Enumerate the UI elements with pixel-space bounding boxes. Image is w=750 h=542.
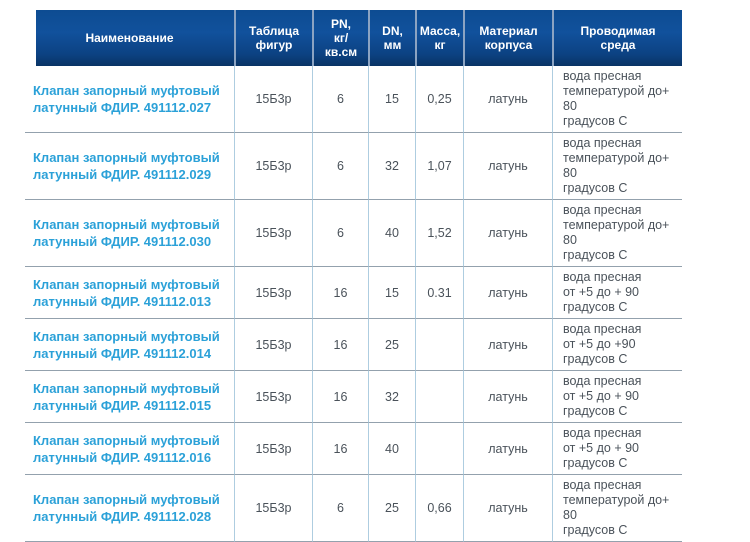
product-link[interactable]: Клапан запорный муфтовый латунный ФДИР. … [33,380,220,413]
cell-name: Клапан запорный муфтовый латунный ФДИР. … [25,423,234,475]
cell-name: Клапан запорный муфтовый латунный ФДИР. … [25,267,234,319]
col-header-media: Проводимая среда [552,10,682,66]
cell-media: вода пресная от +5 до + 90 градусов С [552,267,682,319]
cell-body-material: латунь [463,319,552,371]
cell-figure-table: 15Б3р [234,267,312,319]
cell-mass: 0,66 [415,475,463,542]
product-link[interactable]: Клапан запорный муфтовый латунный ФДИР. … [33,492,220,524]
cell-pn: 16 [312,267,368,319]
col-header-body-material: Материал корпуса [463,10,552,66]
cell-mass: 1,52 [415,200,463,267]
cell-name: Клапан запорный муфтовый латунный ФДИР. … [25,319,234,371]
cell-figure-table: 15Б3р [234,319,312,371]
product-link[interactable]: Клапан запорный муфтовый латунный ФДИР. … [33,276,220,309]
cell-mass: 0,25 [415,66,463,133]
product-link[interactable]: Клапан запорный муфтовый латунный ФДИР. … [33,217,220,249]
cell-dn: 32 [368,133,415,200]
cell-mass: 0.31 [415,267,463,319]
products-table: Наименование Таблица фигур PN, кг/ кв.см… [25,10,682,542]
cell-media: вода пресная температурой до+ 80 градусо… [552,200,682,267]
col-header-figure-table: Таблица фигур [234,10,312,66]
cell-body-material: латунь [463,267,552,319]
cell-name: Клапан запорный муфтовый латунный ФДИР. … [25,475,234,542]
cell-name: Клапан запорный муфтовый латунный ФДИР. … [25,371,234,423]
cell-pn: 6 [312,133,368,200]
cell-pn: 6 [312,200,368,267]
cell-dn: 15 [368,267,415,319]
product-link[interactable]: Клапан запорный муфтовый латунный ФДИР. … [33,83,220,115]
cell-figure-table: 15Б3р [234,133,312,200]
cell-pn: 16 [312,371,368,423]
table-header: Наименование Таблица фигур PN, кг/ кв.см… [25,10,682,66]
table-row: Клапан запорный муфтовый латунный ФДИР. … [25,371,682,423]
table-row: Клапан запорный муфтовый латунный ФДИР. … [25,267,682,319]
table-row: Клапан запорный муфтовый латунный ФДИР. … [25,319,682,371]
cell-body-material: латунь [463,423,552,475]
table-row: Клапан запорный муфтовый латунный ФДИР. … [25,200,682,267]
cell-dn: 25 [368,475,415,542]
cell-mass: 1,07 [415,133,463,200]
cell-figure-table: 15Б3р [234,200,312,267]
cell-body-material: латунь [463,371,552,423]
col-header-mass: Масса, кг [415,10,463,66]
product-link[interactable]: Клапан запорный муфтовый латунный ФДИР. … [33,432,220,465]
table-row: Клапан запорный муфтовый латунный ФДИР. … [25,475,682,542]
cell-name: Клапан запорный муфтовый латунный ФДИР. … [25,133,234,200]
cell-media: вода пресная температурой до+ 80 градусо… [552,475,682,542]
cell-body-material: латунь [463,66,552,133]
col-header-name: Наименование [85,31,174,45]
cell-figure-table: 15Б3р [234,475,312,542]
cell-mass [415,371,463,423]
cell-mass [415,319,463,371]
table-header-background [36,10,682,66]
cell-figure-table: 15Б3р [234,371,312,423]
cell-dn: 40 [368,423,415,475]
table-row: Клапан запорный муфтовый латунный ФДИР. … [25,423,682,475]
cell-pn: 16 [312,423,368,475]
cell-media: вода пресная температурой до+ 80 градусо… [552,66,682,133]
header-row: Наименование Таблица фигур PN, кг/ кв.см… [25,10,682,66]
cell-body-material: латунь [463,475,552,542]
cell-pn: 6 [312,475,368,542]
cell-pn: 6 [312,66,368,133]
cell-media: вода пресная от +5 до + 90 градусов С [552,423,682,475]
cell-dn: 25 [368,319,415,371]
cell-media: вода пресная температурой до+ 80 градусо… [552,133,682,200]
cell-name: Клапан запорный муфтовый латунный ФДИР. … [25,66,234,133]
cell-pn: 16 [312,319,368,371]
cell-figure-table: 15Б3р [234,66,312,133]
cell-mass [415,423,463,475]
product-link[interactable]: Клапан запорный муфтовый латунный ФДИР. … [33,150,220,182]
products-table-wrap: Наименование Таблица фигур PN, кг/ кв.см… [25,10,682,542]
product-link[interactable]: Клапан запорный муфтовый латунный ФДИР. … [33,328,220,361]
table-row: Клапан запорный муфтовый латунный ФДИР. … [25,66,682,133]
cell-dn: 32 [368,371,415,423]
table-row: Клапан запорный муфтовый латунный ФДИР. … [25,133,682,200]
cell-dn: 15 [368,66,415,133]
cell-body-material: латунь [463,200,552,267]
cell-media: вода пресная от +5 до +90 градусов С [552,319,682,371]
cell-name: Клапан запорный муфтовый латунный ФДИР. … [25,200,234,267]
table-body: Клапан запорный муфтовый латунный ФДИР. … [25,66,682,542]
cell-dn: 40 [368,200,415,267]
col-header-dn: DN, мм [368,10,415,66]
col-header-pn: PN, кг/ кв.см [312,10,368,66]
cell-media: вода пресная от +5 до + 90 градусов С [552,371,682,423]
cell-figure-table: 15Б3р [234,423,312,475]
cell-body-material: латунь [463,133,552,200]
